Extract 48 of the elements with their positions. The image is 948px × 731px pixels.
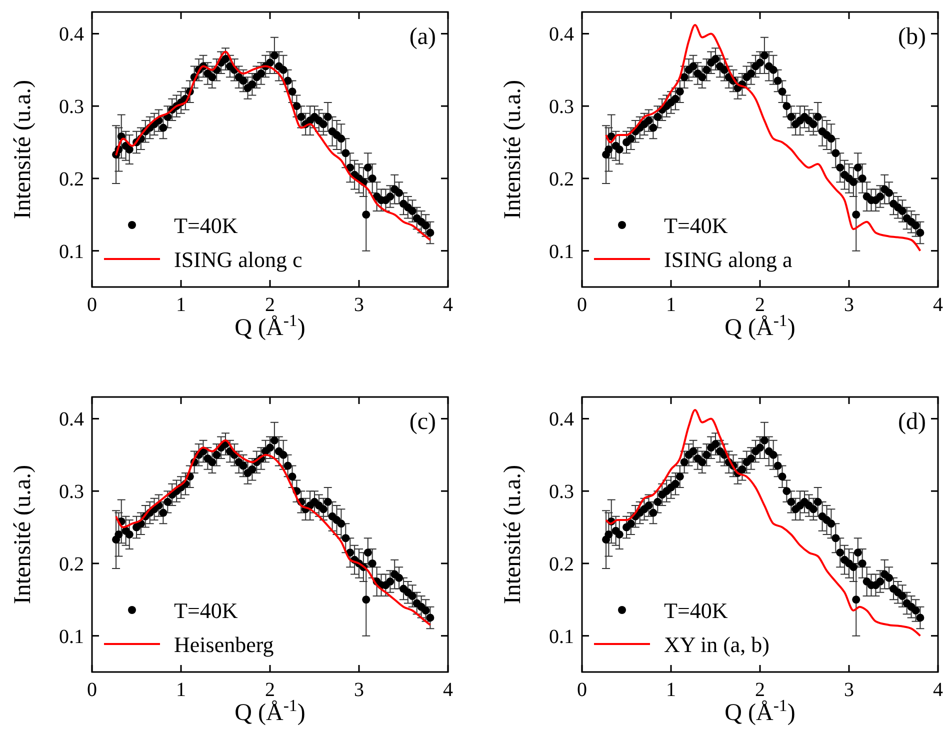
x-tick-label: 1: [666, 679, 676, 701]
y-tick-label: 0.4: [549, 408, 574, 431]
y-tick-label: 0.2: [549, 553, 574, 576]
x-tick-label: 3: [844, 679, 854, 701]
y-axis-title: Intensité (u.a.): [10, 464, 36, 604]
annotation: (c): [409, 409, 436, 435]
x-tick-label: 1: [176, 294, 186, 316]
y-axis-title: Intensité (u.a.): [10, 80, 36, 220]
legend-label: T=40K: [664, 598, 728, 623]
y-tick-label: 0.3: [59, 96, 84, 118]
x-tick-label: 4: [443, 679, 453, 701]
x-tick-label: 0: [577, 294, 587, 316]
x-tick-label: 3: [354, 294, 364, 316]
y-tick-label: 0.4: [59, 24, 84, 46]
y-tick-label: 0.2: [59, 553, 84, 576]
annotation: (b): [898, 24, 926, 50]
y-tick-label: 0.4: [59, 408, 84, 431]
x-tick-label: 1: [176, 679, 186, 701]
legend-label: T=40K: [174, 213, 238, 238]
x-tick-label: 0: [87, 679, 97, 701]
x-tick-label: 0: [87, 294, 97, 316]
legend-label: XY in (a, b): [664, 632, 770, 657]
annotation: (d): [898, 409, 926, 435]
y-tick-label: 0.3: [549, 481, 574, 504]
x-tick-label: 4: [443, 294, 453, 316]
y-tick-label: 0.4: [549, 24, 574, 46]
x-tick-label: 3: [844, 294, 854, 316]
legend-label: T=40K: [664, 213, 728, 238]
y-tick-label: 0.2: [549, 168, 574, 190]
x-tick-label: 4: [933, 294, 943, 316]
x-tick-label: 4: [933, 679, 943, 701]
y-tick-label: 0.1: [59, 240, 84, 263]
y-tick-label: 0.2: [59, 168, 84, 190]
annotation: (a): [409, 24, 436, 50]
y-axis-title: Intensité (u.a.): [500, 80, 526, 220]
y-axis-title: Intensité (u.a.): [500, 464, 526, 604]
y-tick-label: 0.3: [59, 481, 84, 504]
legend-label: T=40K: [174, 598, 238, 623]
x-tick-label: 1: [666, 294, 676, 316]
y-tick-label: 0.1: [59, 626, 84, 648]
legend-label: Heisenberg: [174, 632, 274, 657]
x-tick-label: 0: [577, 679, 587, 701]
legend-label: ISING along a: [664, 247, 793, 272]
y-tick-label: 0.1: [549, 626, 574, 648]
y-tick-label: 0.1: [549, 240, 574, 263]
legend-label: ISING along c: [174, 247, 303, 272]
y-tick-label: 0.3: [549, 96, 574, 118]
x-tick-label: 3: [354, 679, 364, 701]
